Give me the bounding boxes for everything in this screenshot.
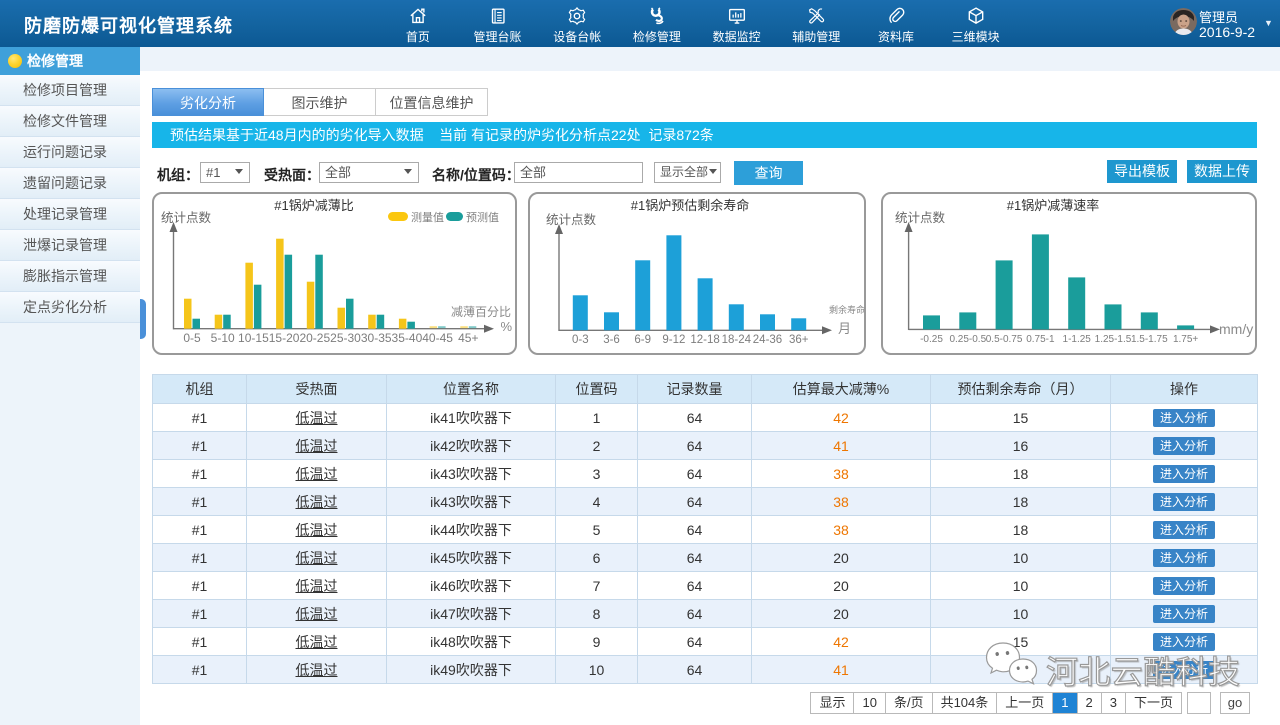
svg-text:45+: 45+ bbox=[458, 331, 478, 345]
svg-text:#1锅炉减薄比: #1锅炉减薄比 bbox=[274, 198, 353, 213]
svg-text:mm/y: mm/y bbox=[1219, 321, 1253, 337]
svg-text:测量值: 测量值 bbox=[411, 211, 444, 224]
svg-text:35-40: 35-40 bbox=[392, 331, 423, 345]
svg-text:0.5-0.75: 0.5-0.75 bbox=[986, 334, 1023, 345]
svg-text:30-35: 30-35 bbox=[361, 331, 392, 345]
svg-text:6-9: 6-9 bbox=[634, 334, 651, 346]
svg-text:0.75-1: 0.75-1 bbox=[1026, 334, 1055, 345]
svg-text:减薄百分比: 减薄百分比 bbox=[451, 304, 511, 319]
svg-text:%: % bbox=[500, 319, 512, 334]
svg-text:统计点数: 统计点数 bbox=[895, 210, 946, 225]
svg-text:#1锅炉减薄速率: #1锅炉减薄速率 bbox=[1007, 198, 1099, 213]
svg-text:25-30: 25-30 bbox=[330, 331, 361, 345]
svg-text:20-25: 20-25 bbox=[299, 331, 330, 345]
svg-text:1.75+: 1.75+ bbox=[1173, 334, 1198, 345]
svg-text:剩余寿命: 剩余寿命 bbox=[829, 304, 865, 315]
svg-text:36+: 36+ bbox=[789, 334, 809, 346]
svg-text:5-10: 5-10 bbox=[211, 331, 235, 345]
svg-text:1-1.25: 1-1.25 bbox=[1063, 334, 1092, 345]
svg-text:24-36: 24-36 bbox=[753, 334, 782, 346]
svg-text:统计点数: 统计点数 bbox=[546, 212, 597, 227]
svg-text:统计点数: 统计点数 bbox=[161, 210, 212, 225]
svg-text:40-45: 40-45 bbox=[422, 331, 453, 345]
svg-text:#1锅炉预估剩余寿命: #1锅炉预估剩余寿命 bbox=[631, 198, 749, 213]
svg-text:月: 月 bbox=[838, 321, 851, 336]
svg-text:12-18: 12-18 bbox=[690, 334, 719, 346]
svg-text:预测值: 预测值 bbox=[466, 211, 499, 224]
svg-text:9-12: 9-12 bbox=[662, 334, 685, 346]
svg-text:0-5: 0-5 bbox=[183, 331, 201, 345]
svg-text:1.25-1.5: 1.25-1.5 bbox=[1095, 334, 1132, 345]
svg-text:3-6: 3-6 bbox=[603, 334, 620, 346]
svg-text:1.5-1.75: 1.5-1.75 bbox=[1131, 334, 1168, 345]
svg-text:-0.25: -0.25 bbox=[920, 334, 943, 345]
svg-text:0-3: 0-3 bbox=[572, 334, 589, 346]
svg-text:15-20: 15-20 bbox=[269, 331, 300, 345]
svg-text:10-15: 10-15 bbox=[238, 331, 269, 345]
svg-text:0.25-0.5: 0.25-0.5 bbox=[949, 334, 986, 345]
svg-text:18-24: 18-24 bbox=[722, 334, 752, 346]
